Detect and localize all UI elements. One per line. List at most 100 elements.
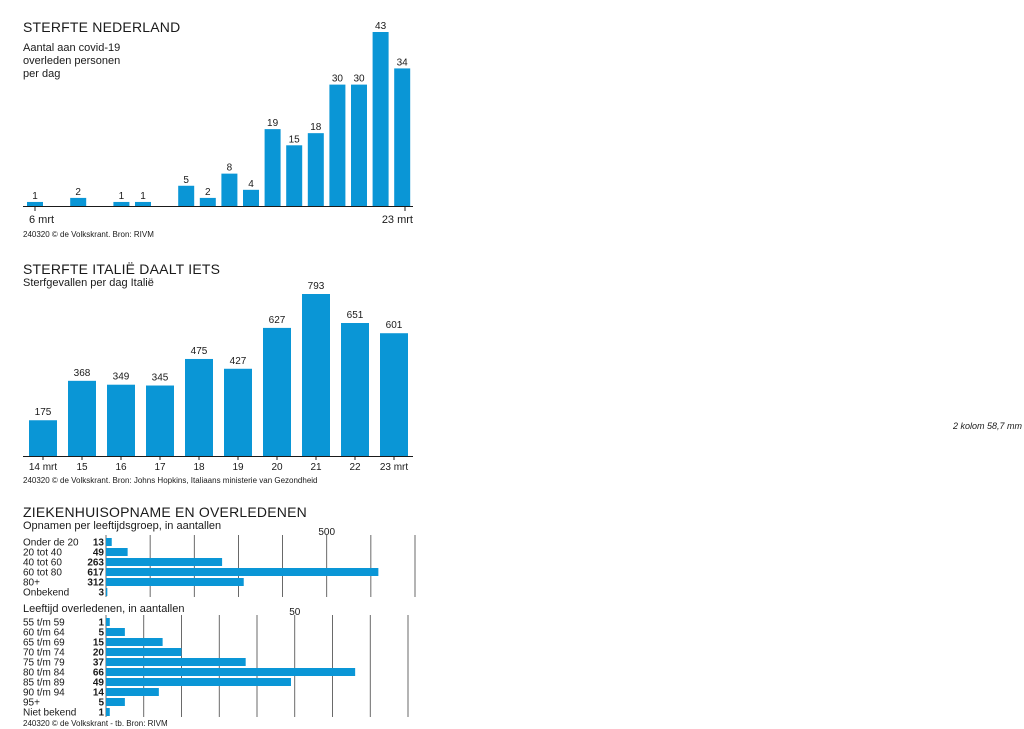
it-data-label: 601 xyxy=(386,320,403,331)
it-bar xyxy=(224,368,252,456)
column-width-note: 2 kolom 58,7 mm xyxy=(953,421,1023,431)
it-data-label: 349 xyxy=(113,372,130,383)
opnamen-value-label: 13 xyxy=(93,538,105,549)
overledenen-bar xyxy=(106,698,125,706)
opnamen-bar xyxy=(106,548,128,556)
overledenen-category-label: Niet bekend xyxy=(23,708,76,719)
nl-chart-subtitle: Aantal aan covid-19 overleden personen p… xyxy=(23,42,121,80)
nl-bar xyxy=(243,189,259,206)
nl-data-label: 2 xyxy=(205,187,211,198)
it-chart-subtitle: Sterfgevallen per dag Italië xyxy=(23,277,154,289)
opnamen-value-label: 49 xyxy=(93,548,105,559)
nl-bar xyxy=(135,201,151,206)
opnamen-bar xyxy=(106,538,112,546)
overledenen-category-label: 75 t/m 79 xyxy=(23,658,65,669)
opnamen-category-label: 40 tot 60 xyxy=(23,558,62,569)
nl-bar xyxy=(27,201,43,206)
opnamen-value-label: 263 xyxy=(87,558,104,569)
it-chart-source: 240320 © de Volkskrant. Bron: Johns Hopk… xyxy=(23,476,318,485)
it-bar xyxy=(341,323,369,456)
nl-data-label: 2 xyxy=(75,187,81,198)
overledenen-value-label: 1 xyxy=(98,708,104,719)
it-x-tick-label: 20 xyxy=(271,462,283,473)
zh-chart-title: ZIEKENHUISOPNAME EN OVERLEDENEN xyxy=(23,504,307,520)
nl-bar xyxy=(394,68,411,206)
nl-data-label: 4 xyxy=(248,179,254,190)
nl-chart-source: 240320 © de Volkskrant. Bron: RIVM xyxy=(23,230,154,239)
it-data-label: 627 xyxy=(269,315,286,326)
it-x-tick-label: 19 xyxy=(232,462,244,473)
nl-bar xyxy=(372,32,389,206)
nl-x-start-label: 6 mrt xyxy=(29,214,54,226)
it-x-tick-label: 23 mrt xyxy=(380,462,409,473)
nl-bar xyxy=(307,133,324,206)
nl-x-end-label: 23 mrt xyxy=(382,214,413,226)
it-bar xyxy=(29,420,57,456)
opnamen-category-label: 20 tot 40 xyxy=(23,548,62,559)
it-data-label: 368 xyxy=(74,368,91,379)
overledenen-value-label: 14 xyxy=(93,688,105,699)
it-x-tick-label: 17 xyxy=(154,462,166,473)
overledenen-value-label: 20 xyxy=(93,648,105,659)
opnamen-value-label: 3 xyxy=(98,588,104,599)
nl-data-label: 1 xyxy=(119,191,125,202)
overledenen-value-label: 1 xyxy=(98,618,104,629)
it-data-label: 175 xyxy=(35,407,52,418)
it-data-label: 793 xyxy=(308,281,325,292)
overledenen-value-label: 37 xyxy=(93,658,105,669)
nl-bar xyxy=(351,84,367,206)
opnamen-category-label: Onbekend xyxy=(23,588,69,599)
opnamen-bar xyxy=(106,588,108,596)
it-bar xyxy=(302,294,330,456)
opnamen-category-label: 60 tot 80 xyxy=(23,568,62,579)
it-data-label: 345 xyxy=(152,373,169,384)
it-chart-title: STERFTE ITALIË DAALT IETS xyxy=(23,261,221,277)
nl-bar xyxy=(113,201,130,206)
overledenen-category-label: 95+ xyxy=(23,698,40,709)
it-bar xyxy=(146,385,174,456)
overledenen-category-label: 90 t/m 94 xyxy=(23,688,65,699)
it-bar xyxy=(68,380,96,456)
nl-bar xyxy=(70,197,87,206)
nl-bar xyxy=(221,173,238,206)
overledenen-value-label: 5 xyxy=(98,698,104,709)
overledenen-value-label: 66 xyxy=(93,668,105,679)
nl-bar xyxy=(286,145,303,206)
overledenen-category-label: 80 t/m 84 xyxy=(23,668,65,679)
it-x-tick-label: 22 xyxy=(349,462,361,473)
nl-data-label: 30 xyxy=(332,74,344,85)
overledenen-value-label: 15 xyxy=(93,638,105,649)
opnamen-category-label: Onder de 20 xyxy=(23,538,79,549)
overledenen-bar xyxy=(106,618,110,626)
nl-bar xyxy=(264,129,281,206)
overledenen-bar xyxy=(106,628,125,636)
overledenen-bar xyxy=(106,678,291,686)
it-x-tick-label: 18 xyxy=(193,462,205,473)
it-x-tick-label: 16 xyxy=(115,462,127,473)
it-data-label: 427 xyxy=(230,356,247,367)
opnamen-bar xyxy=(106,568,379,576)
nl-data-label: 8 xyxy=(227,163,233,174)
opnamen-category-label: 80+ xyxy=(23,578,40,589)
it-data-label: 475 xyxy=(191,346,208,357)
nl-data-label: 19 xyxy=(267,118,279,129)
nl-data-label: 5 xyxy=(183,175,189,186)
nl-data-label: 15 xyxy=(289,134,301,145)
nl-chart-title: STERFTE NEDERLAND xyxy=(23,19,181,35)
it-bar xyxy=(185,358,213,456)
opnamen-bar xyxy=(106,558,223,566)
it-bar xyxy=(380,333,408,456)
it-data-label: 651 xyxy=(347,310,364,321)
nl-data-label: 43 xyxy=(375,21,387,32)
overledenen-bar xyxy=(106,668,356,676)
nl-data-label: 18 xyxy=(310,122,322,133)
overledenen-category-label: 70 t/m 74 xyxy=(23,648,65,659)
overledenen-category-label: 85 t/m 89 xyxy=(23,678,65,689)
overledenen-value-label: 5 xyxy=(98,628,104,639)
nl-bar xyxy=(199,197,216,206)
nl-data-label: 30 xyxy=(353,74,365,85)
nl-bar xyxy=(329,84,346,206)
overledenen-category-label: 60 t/m 64 xyxy=(23,628,65,639)
it-bar xyxy=(107,384,135,456)
